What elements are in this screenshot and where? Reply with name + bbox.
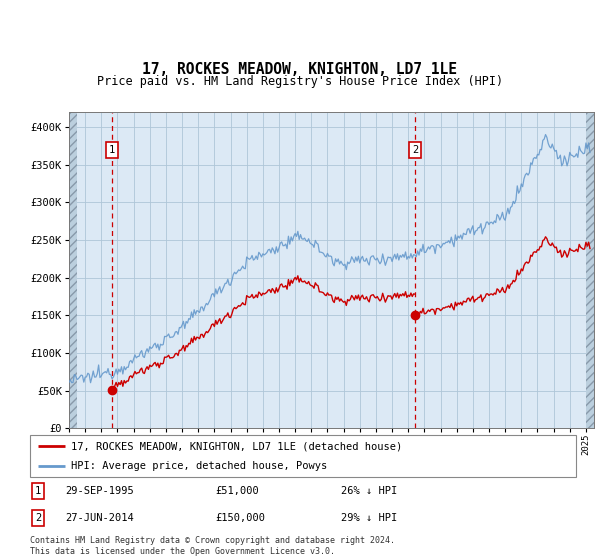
Text: Contains HM Land Registry data © Crown copyright and database right 2024.
This d: Contains HM Land Registry data © Crown c…	[30, 536, 395, 556]
Text: 2: 2	[412, 144, 418, 155]
Text: 1: 1	[109, 144, 115, 155]
Text: 26% ↓ HPI: 26% ↓ HPI	[341, 486, 397, 496]
Text: 17, ROCKES MEADOW, KNIGHTON, LD7 1LE: 17, ROCKES MEADOW, KNIGHTON, LD7 1LE	[143, 62, 458, 77]
Text: 29-SEP-1995: 29-SEP-1995	[65, 486, 134, 496]
Text: 29% ↓ HPI: 29% ↓ HPI	[341, 513, 397, 523]
Text: HPI: Average price, detached house, Powys: HPI: Average price, detached house, Powy…	[71, 461, 327, 471]
Text: Price paid vs. HM Land Registry's House Price Index (HPI): Price paid vs. HM Land Registry's House …	[97, 75, 503, 88]
Text: 1: 1	[35, 486, 41, 496]
Text: 2: 2	[35, 513, 41, 523]
Text: £51,000: £51,000	[215, 486, 259, 496]
Text: 17, ROCKES MEADOW, KNIGHTON, LD7 1LE (detached house): 17, ROCKES MEADOW, KNIGHTON, LD7 1LE (de…	[71, 441, 402, 451]
Bar	[69, 112, 77, 428]
Text: 27-JUN-2014: 27-JUN-2014	[65, 513, 134, 523]
Bar	[586, 112, 594, 428]
Text: £150,000: £150,000	[215, 513, 266, 523]
FancyBboxPatch shape	[30, 435, 576, 477]
